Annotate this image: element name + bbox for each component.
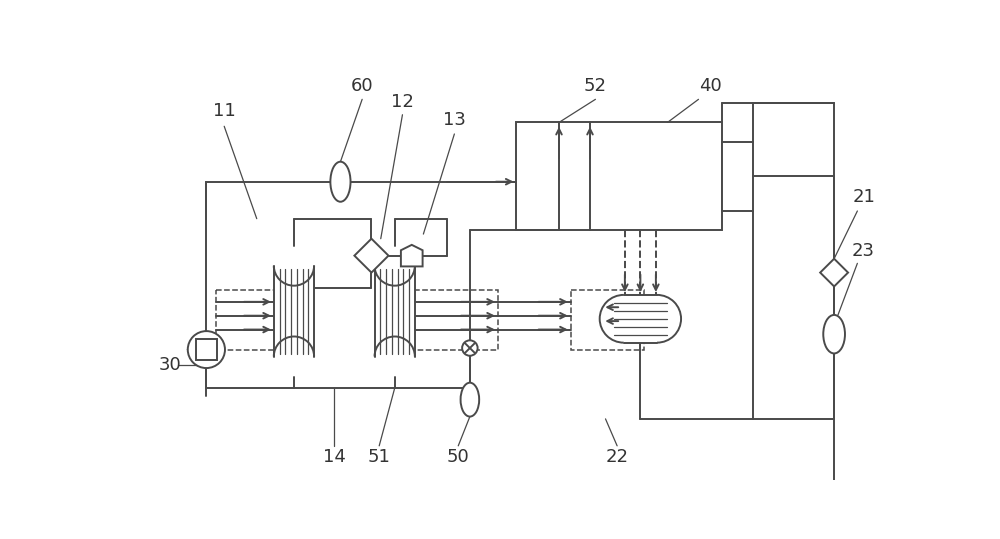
Text: 22: 22 bbox=[606, 448, 629, 466]
Text: 12: 12 bbox=[391, 93, 414, 110]
Bar bbox=[375, 266, 415, 356]
Text: 50: 50 bbox=[447, 448, 470, 466]
Ellipse shape bbox=[330, 162, 351, 202]
Bar bbox=[571, 289, 644, 350]
Text: 23: 23 bbox=[852, 242, 875, 260]
Text: 21: 21 bbox=[852, 188, 875, 206]
Circle shape bbox=[188, 331, 225, 368]
Text: 60: 60 bbox=[351, 77, 373, 95]
Bar bbox=[274, 266, 314, 356]
Text: 30: 30 bbox=[159, 356, 181, 374]
Bar bbox=[196, 340, 217, 360]
Polygon shape bbox=[354, 239, 388, 273]
Ellipse shape bbox=[461, 383, 479, 417]
Ellipse shape bbox=[823, 315, 845, 354]
Circle shape bbox=[462, 340, 478, 356]
Text: 14: 14 bbox=[323, 448, 346, 466]
Text: 11: 11 bbox=[213, 102, 236, 120]
Bar bbox=[624, 295, 657, 343]
Polygon shape bbox=[820, 259, 848, 286]
Text: 52: 52 bbox=[584, 77, 607, 95]
Text: 51: 51 bbox=[368, 448, 391, 466]
Bar bbox=[406, 289, 498, 350]
Bar bbox=[516, 122, 722, 230]
Polygon shape bbox=[401, 245, 423, 266]
Bar bbox=[722, 142, 753, 211]
Text: 40: 40 bbox=[699, 77, 722, 95]
Bar bbox=[216, 289, 308, 350]
Text: 13: 13 bbox=[443, 111, 466, 129]
